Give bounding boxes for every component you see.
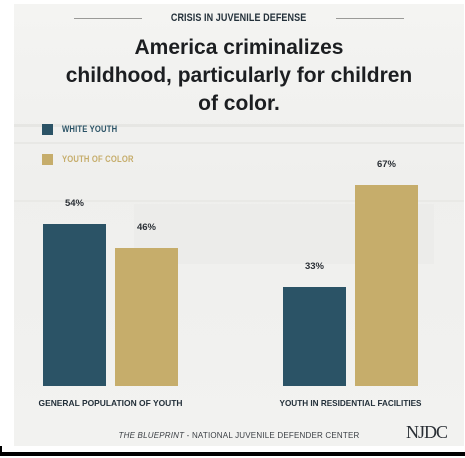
bottom-rule bbox=[0, 452, 465, 456]
bar-chart: 54% 46% 33% 67% GENERAL POPULATION OF YOUTH Y… bbox=[39, 159, 422, 408]
legend-item-white-youth: WHITE YOUTH bbox=[42, 122, 146, 136]
kicker-rule-left bbox=[74, 17, 143, 19]
headline-line-2: childhood, particularly for children bbox=[65, 64, 413, 87]
bar-white-youth-0 bbox=[43, 224, 106, 386]
legend-label-white-youth: WHITE YOUTH bbox=[62, 124, 118, 134]
headline-line-3: of color. bbox=[198, 92, 280, 115]
footer-credit: THE BLUEPRINT - NATIONAL JUVENILE DEFEND… bbox=[14, 431, 464, 440]
bottom-left-tick bbox=[0, 446, 10, 456]
kicker-row: CRISIS IN JUVENILE DEFENSE bbox=[14, 12, 464, 24]
data-label-white-youth-1: 33% bbox=[305, 261, 325, 272]
legend-label-youth-of-color: YOUTH OF COLOR bbox=[62, 154, 134, 164]
category-label-0: GENERAL POPULATION OF YOUTH bbox=[39, 398, 183, 408]
bar-youth-of-color-1 bbox=[355, 185, 418, 386]
legend-swatch-white-youth bbox=[42, 123, 53, 135]
data-label-youth-of-color-0: 46% bbox=[137, 222, 157, 233]
kicker-title: CRISIS IN JUVENILE DEFENSE bbox=[171, 12, 307, 24]
legend: WHITE YOUTH YOUTH OF COLOR bbox=[42, 122, 146, 182]
legend-swatch-youth-of-color bbox=[42, 153, 53, 165]
footer-organization: - NATIONAL JUVENILE DEFENDER CENTER bbox=[184, 431, 360, 440]
bar-white-youth-1 bbox=[283, 287, 346, 386]
category-label-1: YOUTH IN RESIDENTIAL FACILITIES bbox=[280, 398, 422, 408]
bar-youth-of-color-0 bbox=[115, 248, 178, 386]
headline-line-1: America criminalizes bbox=[134, 36, 344, 59]
njdc-logo: NJDC bbox=[406, 422, 448, 442]
footer-publication-title: THE BLUEPRINT bbox=[118, 431, 185, 440]
legend-item-youth-of-color: YOUTH OF COLOR bbox=[42, 152, 146, 166]
data-label-white-youth-0: 54% bbox=[65, 198, 85, 209]
data-label-youth-of-color-1: 67% bbox=[377, 159, 397, 170]
headline: America criminalizes childhood, particul… bbox=[14, 34, 464, 118]
kicker-rule-right bbox=[335, 17, 404, 19]
infographic-card: CRISIS IN JUVENILE DEFENSE America crimi… bbox=[14, 4, 464, 446]
